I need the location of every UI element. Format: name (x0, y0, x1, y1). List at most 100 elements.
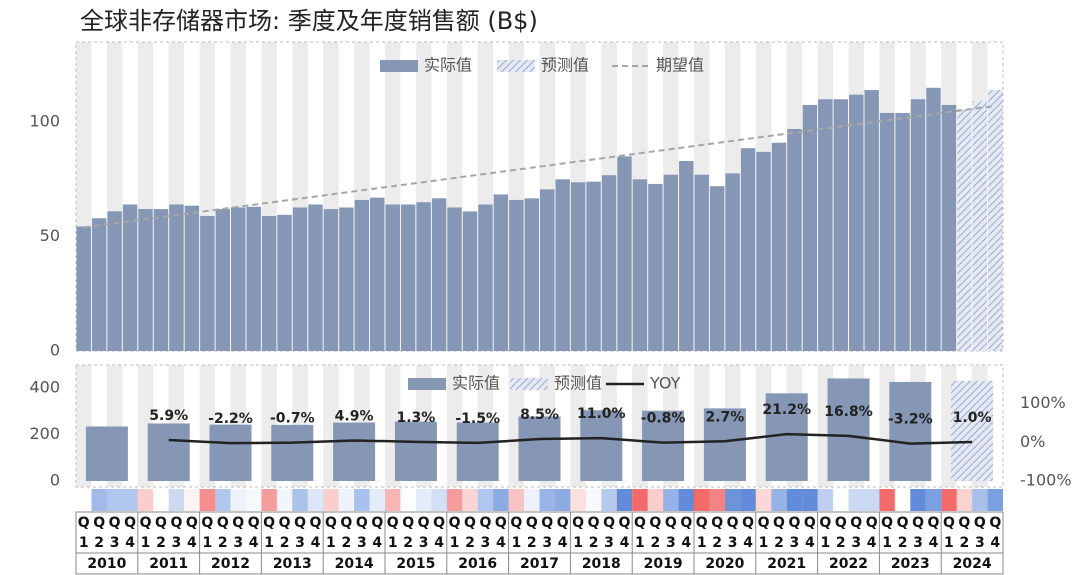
heat-cell (76, 489, 91, 511)
heat-cell (632, 489, 648, 511)
year-label: 2018 (582, 556, 621, 572)
bar (447, 207, 462, 351)
yoy-label: -2.2% (208, 411, 253, 427)
quarter-prefix: Q (788, 515, 800, 531)
heat-cell (678, 489, 694, 511)
quarter-number: 2 (403, 535, 413, 551)
heat-cell (956, 489, 973, 511)
quarter-number: 2 (774, 535, 784, 551)
year-label: 2023 (891, 556, 930, 572)
forecast-bar (951, 380, 994, 481)
quarter-prefix: Q (201, 515, 213, 531)
year-label: 2020 (705, 556, 744, 572)
heat-cell (879, 489, 895, 511)
y2-tick-label: -100% (1020, 471, 1072, 490)
quarter-prefix: Q (912, 515, 924, 531)
bar (370, 197, 385, 351)
bar (209, 424, 252, 481)
quarter-number: 3 (110, 535, 120, 551)
quarter-prefix: Q (680, 515, 692, 531)
heat-cell (106, 489, 123, 511)
forecast-bar (988, 90, 1003, 352)
quarter-prefix: Q (325, 515, 337, 531)
quarter-prefix: Q (279, 515, 291, 531)
bar (833, 99, 848, 351)
quarter-number: 2 (94, 535, 104, 551)
bar (215, 209, 230, 351)
quarter-prefix: Q (773, 515, 785, 531)
quarter-prefix: Q (170, 515, 182, 531)
y2-tick-label: 0% (1020, 432, 1045, 451)
forecast-bar (972, 101, 988, 351)
bar (540, 189, 555, 351)
bar (787, 128, 802, 351)
heat-cell (508, 489, 525, 511)
quarter-prefix: Q (140, 515, 152, 531)
legend-label: 实际值 (424, 56, 472, 75)
yoy-label: -1.5% (455, 411, 500, 427)
quarter-number: 4 (434, 535, 444, 551)
y-tick-label: 200 (29, 424, 60, 443)
forecast-bar (957, 109, 972, 351)
bar (323, 209, 339, 351)
bar (493, 194, 509, 351)
year-label: 2012 (211, 556, 250, 572)
quarter-number: 4 (805, 535, 815, 551)
heat-cell (833, 489, 848, 511)
bar (76, 226, 91, 351)
heat-cell (740, 489, 756, 511)
quarter-number: 4 (125, 535, 135, 551)
year-label: 2010 (87, 556, 126, 572)
quarter-number: 2 (898, 535, 908, 551)
heat-cell (895, 489, 910, 511)
quarter-prefix: Q (232, 515, 244, 531)
y-tick-label: 400 (29, 378, 60, 397)
quarter-prefix: Q (217, 515, 229, 531)
heat-cell (786, 489, 803, 511)
quarter-number: 3 (975, 535, 985, 551)
heat-cell (925, 489, 942, 511)
heat-cell (184, 489, 200, 511)
bar (725, 173, 740, 351)
quarter-number: 1 (79, 535, 89, 551)
quarter-prefix: Q (449, 515, 461, 531)
quarter-prefix: Q (603, 515, 615, 531)
bar (147, 423, 190, 481)
heat-cell (524, 489, 540, 511)
legend-label: 实际值 (452, 374, 500, 393)
yoy-label: -0.8% (641, 411, 686, 427)
quarter-prefix: Q (387, 515, 399, 531)
heat-cell (647, 489, 664, 511)
heat-cell (292, 489, 308, 511)
quarter-prefix: Q (557, 515, 569, 531)
quarter-prefix: Q (78, 515, 90, 531)
heat-cell (369, 489, 385, 511)
y2-tick-label: 100% (1020, 393, 1066, 412)
quarter-prefix: Q (310, 515, 322, 531)
bar (261, 215, 277, 351)
yoy-label: 2.7% (705, 409, 744, 425)
quarter-prefix: Q (418, 515, 430, 531)
bar (663, 174, 679, 351)
quarter-prefix: Q (866, 515, 878, 531)
quarter-prefix: Q (356, 515, 368, 531)
bar (864, 90, 879, 352)
bar (889, 381, 932, 481)
heat-cell (863, 489, 880, 511)
quarter-prefix: Q (155, 515, 167, 531)
heat-cell (168, 489, 185, 511)
quarter-prefix: Q (124, 515, 136, 531)
bar (601, 175, 617, 351)
quarter-number: 4 (743, 535, 753, 551)
bar (478, 204, 493, 351)
quarter-number: 3 (295, 535, 305, 551)
heat-cell (585, 489, 602, 511)
quarter-number: 2 (465, 535, 475, 551)
quarter-number: 4 (496, 535, 506, 551)
quarter-prefix: Q (619, 515, 631, 531)
bar (703, 408, 746, 481)
quarter-number: 1 (511, 535, 521, 551)
heat-cell (431, 489, 447, 511)
quarter-prefix: Q (186, 515, 198, 531)
bar (518, 416, 561, 481)
